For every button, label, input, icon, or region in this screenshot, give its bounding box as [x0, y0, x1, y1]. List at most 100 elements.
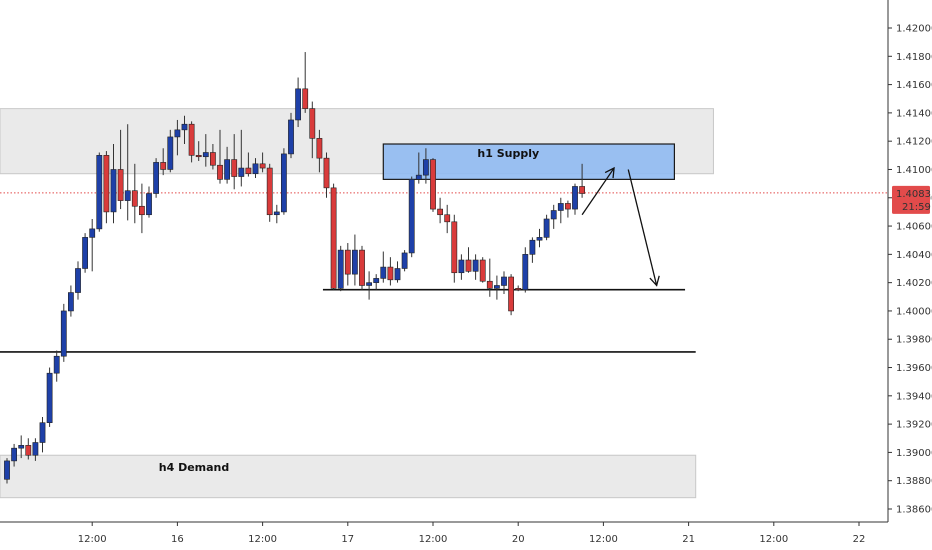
y-axis-ticks[interactable]: 1.42000 1.41800 1.41600 1.41400 1.41200 1.410… — [888, 24, 932, 516]
candle-body — [394, 268, 401, 281]
candle — [444, 204, 451, 234]
y-tick-label: 1.40600 — [896, 222, 932, 233]
candle — [543, 214, 550, 241]
y-tick-label: 1.40400 — [896, 250, 932, 261]
y-tick-label: 1.41400 — [896, 108, 932, 119]
candle — [160, 148, 167, 176]
axes-layer — [0, 0, 889, 523]
candle-body — [273, 211, 280, 216]
candle — [351, 234, 358, 286]
candle — [139, 183, 145, 234]
h4-demand-zone — [0, 454, 697, 499]
candle — [415, 152, 422, 184]
y-tick-label: 1.39800 — [896, 335, 932, 346]
candle-body — [252, 163, 259, 175]
candle-body — [231, 159, 238, 177]
candle — [472, 254, 479, 280]
candle — [344, 243, 351, 286]
candle — [302, 52, 309, 113]
candle-body — [465, 259, 472, 272]
candle-body — [309, 108, 316, 139]
candle — [508, 274, 514, 316]
candle-body — [11, 447, 17, 462]
current-price-badge: 1.40835 21:59 — [892, 185, 932, 214]
candle-body — [68, 292, 74, 312]
candle-body — [89, 228, 96, 238]
candle — [422, 148, 429, 184]
x-tick-label: 17 — [341, 534, 354, 545]
candle — [550, 204, 557, 229]
y-tick-label: 1.41800 — [896, 52, 932, 63]
candle-body — [302, 88, 309, 109]
candle-body — [380, 266, 387, 279]
candle-body — [401, 252, 408, 269]
candle-body — [25, 445, 32, 456]
candle-body — [557, 203, 564, 211]
y-tick-label: 1.41200 — [896, 137, 932, 148]
candle — [188, 121, 195, 163]
candle-body — [295, 88, 301, 121]
y-tick-label: 1.39400 — [896, 391, 932, 402]
arrow-shaft — [627, 169, 658, 286]
candle — [572, 183, 578, 215]
candle — [103, 151, 110, 224]
candle-body — [245, 167, 252, 175]
candle — [337, 245, 344, 292]
candle-body — [515, 288, 522, 291]
candle — [479, 257, 486, 283]
candle-body — [18, 445, 25, 449]
arrow-head — [604, 166, 615, 179]
candle — [309, 101, 316, 159]
y-tick-label: 1.41600 — [896, 80, 932, 91]
candle-body — [224, 159, 230, 180]
candle-body — [337, 249, 344, 289]
candle — [181, 115, 188, 145]
candle — [280, 148, 287, 215]
candle — [153, 158, 159, 198]
candle-body — [373, 278, 380, 283]
candle-body — [82, 237, 88, 269]
candle — [195, 141, 202, 161]
candle — [245, 152, 252, 177]
candle-body — [508, 276, 514, 312]
candle — [238, 129, 245, 187]
candle — [529, 237, 536, 263]
candle — [252, 158, 259, 178]
x-axis-ticks[interactable]: 12:00 16 12:00 17 12:00 20 12:00 21 12:00 22 — [78, 522, 866, 545]
y-tick-label: 1.41000 — [896, 165, 932, 176]
candle-body — [110, 169, 117, 213]
candle — [430, 158, 436, 212]
candle — [82, 233, 88, 273]
candle-body — [280, 153, 287, 213]
candle — [323, 152, 330, 198]
candle-body — [39, 422, 46, 443]
candle-body — [195, 155, 202, 158]
candle — [273, 204, 280, 224]
candle — [110, 144, 117, 224]
candle-body — [32, 442, 39, 456]
candle — [46, 367, 53, 427]
candle — [131, 163, 138, 224]
candle-body — [501, 276, 507, 286]
candle — [210, 144, 216, 170]
candle — [124, 124, 131, 221]
y-tick-label: 1.39000 — [896, 448, 932, 459]
candle-body — [344, 249, 351, 275]
candle — [25, 438, 32, 460]
candle — [465, 247, 472, 273]
candle-body — [146, 193, 152, 216]
candle-body — [181, 123, 188, 131]
zones-layer — [0, 108, 714, 499]
candle-body — [288, 119, 294, 155]
candle — [373, 274, 380, 290]
x-tick-label: 12:00 — [248, 534, 277, 545]
h4-demand-label: h4 Demand — [159, 461, 230, 474]
candle-body — [543, 218, 550, 238]
candle-body — [4, 460, 10, 480]
x-tick-label: 21 — [682, 534, 695, 545]
candle-body — [46, 372, 53, 424]
y-tick-label: 1.40000 — [896, 306, 932, 317]
candle — [117, 129, 124, 210]
candle — [89, 218, 96, 272]
